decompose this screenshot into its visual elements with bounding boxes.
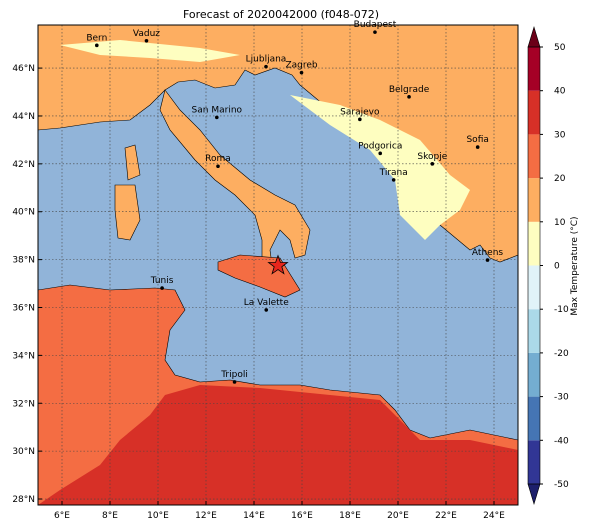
city-label: Belgrade: [389, 85, 430, 95]
city-dot: [264, 308, 269, 312]
colorbar-tick-label: -50: [554, 480, 569, 490]
city-dot: [407, 95, 411, 99]
city-dot: [264, 64, 268, 69]
city-dot: [144, 39, 149, 43]
colorbar-extend-over: [527, 25, 541, 48]
y-tick-label: 46°N: [12, 64, 35, 74]
city-label: Roma: [205, 154, 231, 164]
y-tick-label: 30°N: [12, 447, 35, 457]
land-sardinia: [114, 184, 141, 241]
x-tick-label: 22°E: [435, 511, 457, 521]
colorbar-label: Max Temperature (°C): [570, 216, 580, 315]
city-label: San Marino: [192, 105, 243, 115]
colorbar-segment: [528, 440, 540, 484]
city-dot: [358, 117, 362, 122]
city-dot: [391, 178, 396, 182]
map-title: Forecast of 2020042000 (f048-072): [183, 8, 379, 21]
graticule: 6°E 8°E 10°E 12°E 14°E 16°E 18°E 20°E 22°E 24°E 28…: [12, 25, 518, 521]
city-label: Athens: [472, 248, 503, 258]
y-tick-label: 36°N: [12, 303, 35, 313]
map-frame: [37, 24, 519, 506]
city-label: Vaduz: [133, 29, 160, 39]
city-label: Budapest: [354, 20, 397, 30]
colorbar-segment: [528, 265, 540, 310]
colorbar-segment: [528, 134, 540, 179]
x-tick-label: 14°E: [243, 511, 265, 521]
colorbar-segment: [528, 309, 540, 353]
colorbar-tick-label: 50: [554, 43, 566, 53]
colorbar-segment: [528, 47, 540, 91]
colorbar-tick-label: 20: [554, 174, 566, 184]
x-tick-label: 20°E: [387, 511, 409, 521]
colorbar-tick-label: 40: [554, 87, 566, 97]
city-label: Sarajevo: [340, 107, 380, 117]
city-dot: [430, 162, 435, 166]
y-tick-label: 42°N: [12, 160, 35, 170]
location-marker: [267, 254, 289, 275]
city-dot: [215, 115, 219, 120]
colorbar-tick-label: -10: [554, 305, 569, 315]
x-tick-label: 18°E: [339, 511, 361, 521]
city-dot: [232, 380, 237, 384]
y-tick-label: 32°N: [12, 399, 35, 409]
land-italy: [159, 89, 311, 266]
x-tick-label: 8°E: [102, 511, 118, 521]
y-tick-label: 34°N: [12, 351, 35, 361]
colorbar-tick-label: 0: [554, 262, 560, 272]
x-tick-label: 24°E: [483, 511, 505, 521]
city-label: Sofia: [466, 135, 488, 145]
city-dot: [373, 30, 377, 34]
warm-zone: [290, 95, 470, 240]
x-tick-label: 12°E: [195, 511, 217, 521]
y-tick-label: 44°N: [12, 112, 35, 122]
city-dot: [299, 70, 304, 75]
colorbar-tick-label: 30: [554, 130, 566, 140]
y-tick-label: 28°N: [12, 495, 35, 505]
y-tick-label: 40°N: [12, 208, 35, 218]
city-dot: [378, 151, 383, 156]
colorbar-segment: [528, 352, 540, 397]
colorbar-tick-label: -40: [554, 436, 569, 446]
colorbar: -50 -40 -30 -20 -10 0 10 20 30 40 50: [527, 25, 569, 506]
city-label: Bern: [86, 33, 107, 43]
colorbar-tick-label: -20: [554, 349, 569, 359]
city-label: Ljubljana: [246, 55, 287, 65]
colorbar-segment: [528, 396, 540, 441]
colorbar-tick-label: -30: [554, 393, 569, 403]
y-tick-label: 38°N: [12, 256, 35, 266]
x-tick-label: 6°E: [54, 511, 70, 521]
city-label: Skopje: [417, 152, 447, 162]
city-dot: [485, 258, 490, 262]
city-label: Tunis: [150, 276, 174, 286]
city-label: Tirana: [379, 168, 408, 178]
colorbar-segment: [528, 90, 540, 135]
land-corsica: [124, 144, 141, 181]
colorbar-segment: [528, 221, 540, 266]
colorbar-segment: [528, 178, 540, 222]
city-label: La Valette: [244, 298, 289, 308]
city-label: Podgorica: [358, 141, 402, 151]
land-europe: [38, 25, 518, 263]
city-label: Tripoli: [220, 370, 248, 380]
city-dot: [160, 286, 164, 290]
city-dot: [95, 43, 99, 48]
alps-zone: [60, 40, 240, 62]
city-dot: [216, 164, 220, 169]
city-label: Zagreb: [285, 61, 317, 71]
colorbar-extend-under: [527, 483, 541, 506]
colorbar-tick-label: 10: [554, 218, 566, 228]
x-tick-label: 10°E: [147, 511, 169, 521]
x-tick-label: 16°E: [291, 511, 313, 521]
city-dot: [475, 145, 480, 149]
